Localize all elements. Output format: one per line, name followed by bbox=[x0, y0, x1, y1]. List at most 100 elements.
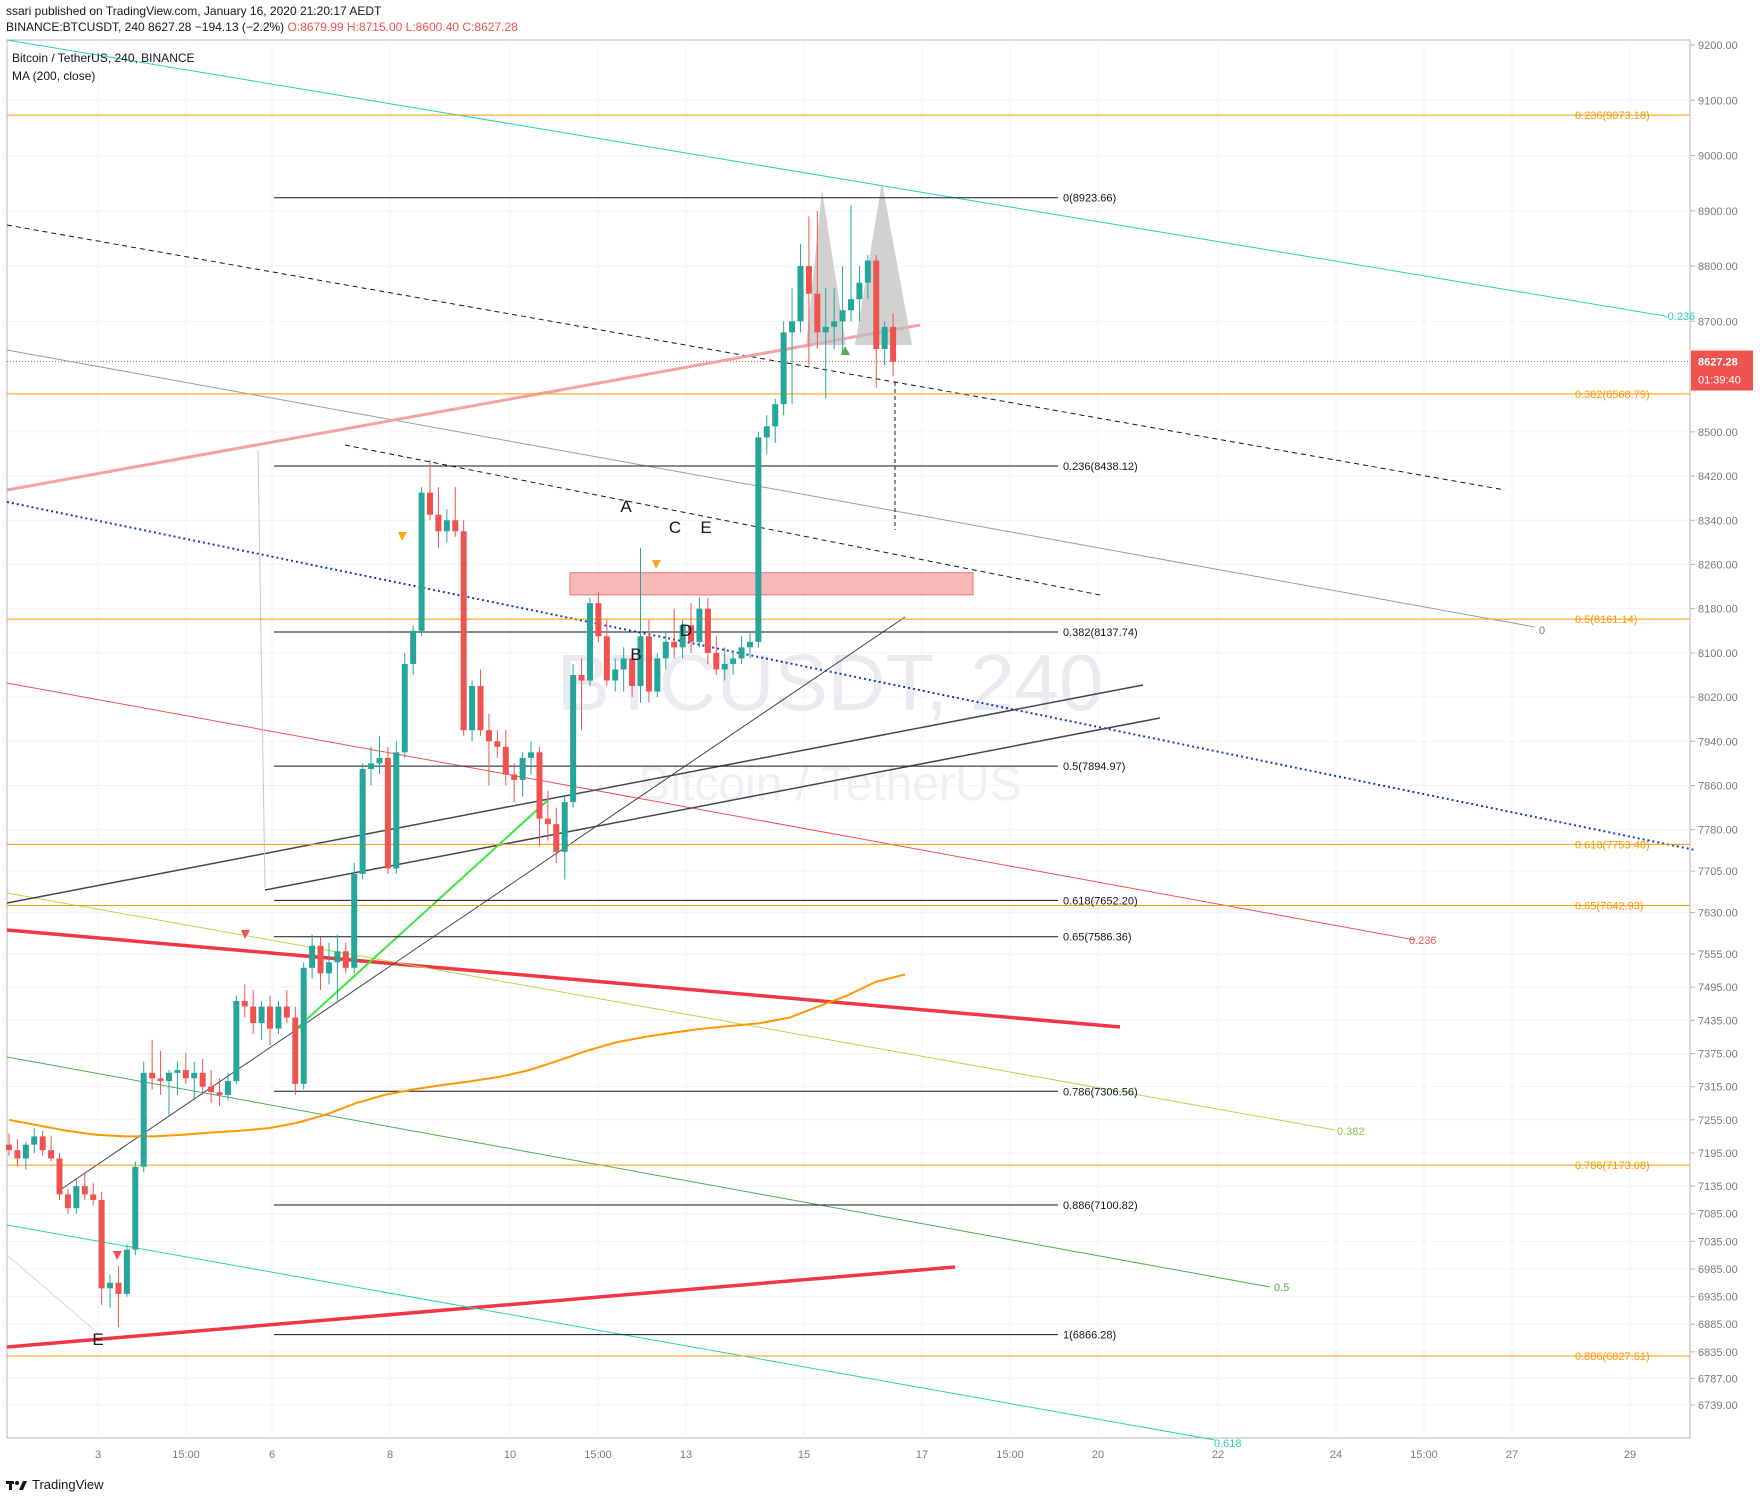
candle-body bbox=[688, 625, 695, 642]
price-tick-label: 7705.00 bbox=[1698, 866, 1738, 878]
time-tick-label: 29 bbox=[1624, 1449, 1636, 1461]
tradingview-logo-icon bbox=[6, 1480, 27, 1490]
price-tick-label: 6985.00 bbox=[1698, 1264, 1738, 1276]
time-tick-label: 15:00 bbox=[584, 1449, 612, 1461]
last-price-value: 8627.28 bbox=[148, 20, 192, 34]
time-tick-label: 27 bbox=[1506, 1449, 1518, 1461]
price-tick-label: 7035.00 bbox=[1698, 1236, 1738, 1248]
candle-body bbox=[98, 1199, 105, 1289]
price-axis[interactable]: 9200.00 9100.00 9000.00 8900.00 8800.00 8700.… bbox=[1690, 40, 1753, 1412]
grid bbox=[7, 40, 1690, 1438]
time-tick-label: 13 bbox=[680, 1449, 692, 1461]
price-tick-label: 6787.00 bbox=[1698, 1373, 1738, 1385]
time-tick-label: 8 bbox=[387, 1449, 393, 1461]
dashed-trendline-lower bbox=[344, 444, 1101, 596]
channel-line-5 bbox=[6, 1056, 1271, 1288]
candle-body bbox=[822, 326, 829, 333]
time-axis[interactable]: 3 15:00 6 8 10 15:00 13 15 17 15:00 20 22 24 15:00 27 2… bbox=[95, 1449, 1636, 1461]
candle-body bbox=[595, 603, 602, 637]
ma-200-path bbox=[8, 973, 906, 1138]
candle-body bbox=[174, 1070, 181, 1073]
candle-body bbox=[873, 260, 880, 349]
high-value: H:8715.00 bbox=[346, 20, 403, 34]
fib-right-label: 0.5(8161.14) bbox=[1575, 614, 1637, 626]
pattern-annotations: A B C D E E bbox=[92, 346, 850, 1349]
fib-mid-label: 0.236(8438.12) bbox=[1063, 461, 1138, 473]
candle-body bbox=[494, 741, 501, 747]
candle-body bbox=[578, 674, 585, 681]
channel-level-label: 0.236 bbox=[1409, 935, 1437, 947]
channel-line-618 bbox=[6, 1224, 1216, 1441]
fib-right-label: 0.65(7642.93) bbox=[1575, 900, 1644, 912]
symbol-ohlc-line: BINANCE:BTCUSDT, 240 8627.28 −194.13 (−2… bbox=[6, 20, 518, 34]
red-channel-line bbox=[6, 682, 1416, 941]
price-tick-label: 6835.00 bbox=[1698, 1347, 1738, 1359]
price-tick-label: 7860.00 bbox=[1698, 780, 1738, 792]
legend-indicator: MA (200, close) bbox=[12, 69, 95, 83]
candle-body bbox=[351, 873, 358, 968]
fib-right-label: 0.382(8568.79) bbox=[1575, 389, 1650, 401]
candle-body bbox=[679, 625, 686, 648]
pattern-label: D bbox=[680, 621, 692, 640]
time-tick-label: 15:00 bbox=[996, 1449, 1024, 1461]
signal-marker-down bbox=[398, 532, 407, 541]
published-line: ssari published on TradingView.com, Janu… bbox=[6, 4, 382, 18]
candle-body bbox=[637, 636, 644, 687]
candle-body bbox=[772, 404, 779, 427]
time-tick-label: 15:00 bbox=[172, 1449, 200, 1461]
time-tick-label: 15 bbox=[798, 1449, 810, 1461]
candle-body bbox=[612, 669, 619, 681]
candle-body bbox=[805, 266, 812, 294]
candle-body bbox=[292, 1017, 299, 1084]
fibonacci-levels: 0.236(9073.18) 0.382(8568.79) 0.5(8161.14)… bbox=[7, 110, 1690, 1363]
time-tick-label: 22 bbox=[1212, 1449, 1224, 1461]
fib-mid-label: 0.786(7306.56) bbox=[1063, 1086, 1138, 1098]
candle-body bbox=[64, 1194, 71, 1209]
candle-body bbox=[570, 674, 577, 803]
legend-title: Bitcoin / TetherUS, 240, BINANCE bbox=[12, 51, 195, 65]
dashed-trendline-upper bbox=[6, 224, 1506, 491]
candle-body bbox=[81, 1186, 88, 1195]
candle-body bbox=[241, 1000, 248, 1007]
candle-body bbox=[603, 636, 610, 681]
candle-body bbox=[620, 658, 627, 670]
candle-body bbox=[31, 1136, 38, 1145]
candle-body bbox=[544, 818, 551, 825]
channel-level-label: 0.5 bbox=[1274, 1282, 1289, 1294]
low-value: L:8600.40 bbox=[405, 20, 460, 34]
candle-body bbox=[696, 608, 703, 642]
price-tick-label: 8500.00 bbox=[1698, 427, 1738, 439]
candle-body bbox=[199, 1072, 206, 1087]
channel-line-top bbox=[6, 39, 1666, 317]
candle-body bbox=[140, 1072, 147, 1167]
time-tick-label: 20 bbox=[1092, 1449, 1104, 1461]
price-chart[interactable]: BTCUSDT, 240 Bitcoin / TetherUS -0.23600… bbox=[0, 0, 1760, 1470]
time-tick-label: 10 bbox=[504, 1449, 516, 1461]
candle-body bbox=[797, 266, 804, 322]
candle-body bbox=[325, 962, 332, 974]
price-tick-label: 8100.00 bbox=[1698, 648, 1738, 660]
candle-body bbox=[283, 1006, 290, 1018]
fib-right-label: 0.236(9073.18) bbox=[1575, 110, 1650, 122]
candle-body bbox=[528, 752, 535, 758]
candle-body bbox=[6, 1144, 12, 1151]
candle-body bbox=[502, 746, 509, 775]
price-tick-label: 8020.00 bbox=[1698, 692, 1738, 704]
fib-right-label: 0.886(6827.61) bbox=[1575, 1351, 1650, 1363]
time-tick-label: 17 bbox=[916, 1449, 928, 1461]
candle-body bbox=[881, 326, 888, 349]
candle-body bbox=[662, 641, 669, 659]
time-tick-label: 15:00 bbox=[1410, 1449, 1438, 1461]
fib-mid-label: 0.382(8137.74) bbox=[1063, 627, 1138, 639]
price-tick-label: 7315.00 bbox=[1698, 1082, 1738, 1094]
candle-body bbox=[149, 1072, 156, 1079]
last-price-tag bbox=[1691, 350, 1753, 391]
candle-body bbox=[477, 686, 484, 731]
symbol-label: BINANCE:BTCUSDT, 240 bbox=[6, 20, 145, 34]
candle-body bbox=[73, 1186, 80, 1209]
plot-frame bbox=[6, 39, 1691, 1439]
candles[interactable] bbox=[6, 205, 897, 1328]
thick-red-line-lower bbox=[6, 1265, 956, 1349]
candle-body bbox=[427, 492, 433, 515]
pattern-label: E bbox=[92, 1330, 103, 1349]
